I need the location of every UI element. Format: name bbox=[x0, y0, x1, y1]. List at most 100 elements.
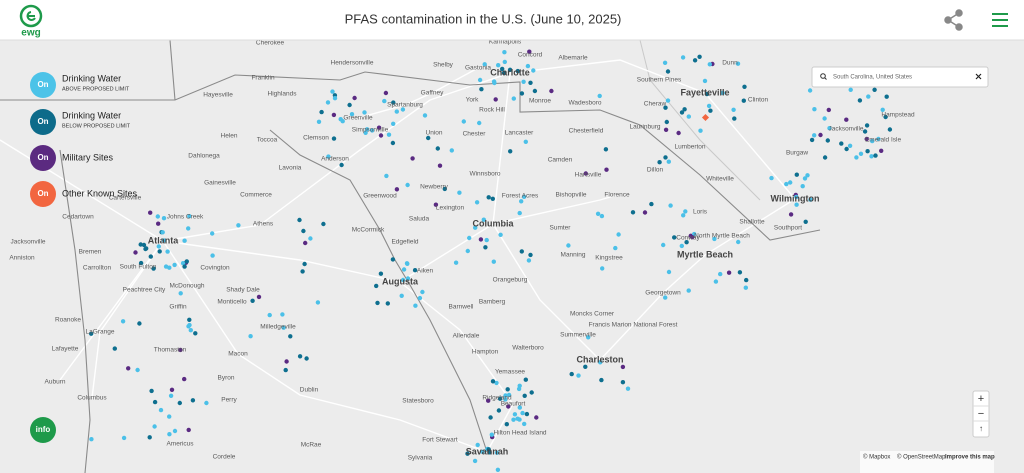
site-marker[interactable] bbox=[528, 80, 533, 86]
site-marker[interactable] bbox=[375, 300, 380, 306]
share-button[interactable] bbox=[944, 9, 963, 31]
site-marker[interactable] bbox=[630, 210, 636, 215]
site-marker[interactable] bbox=[400, 277, 406, 283]
site-marker[interactable] bbox=[420, 289, 425, 295]
attribution-mapbox[interactable]: © Mapbox bbox=[863, 454, 890, 461]
site-marker[interactable] bbox=[663, 105, 668, 110]
site-marker[interactable] bbox=[304, 356, 309, 361]
site-marker[interactable] bbox=[549, 88, 554, 94]
site-marker[interactable] bbox=[236, 223, 241, 228]
site-marker[interactable] bbox=[864, 136, 869, 142]
site-marker[interactable] bbox=[325, 100, 331, 105]
site-marker[interactable] bbox=[498, 232, 503, 237]
site-marker[interactable] bbox=[769, 175, 774, 181]
site-marker[interactable] bbox=[465, 248, 470, 254]
clear-search[interactable] bbox=[975, 73, 982, 80]
site-marker[interactable] bbox=[803, 219, 808, 224]
zoom-in[interactable]: + bbox=[978, 393, 984, 405]
site-marker[interactable] bbox=[642, 210, 648, 215]
site-marker[interactable] bbox=[417, 295, 423, 301]
site-marker[interactable] bbox=[520, 410, 525, 416]
site-marker[interactable] bbox=[319, 109, 324, 115]
site-marker[interactable] bbox=[250, 298, 255, 303]
site-marker[interactable] bbox=[178, 291, 183, 296]
site-marker[interactable] bbox=[187, 214, 192, 219]
site-marker[interactable] bbox=[672, 235, 677, 240]
site-marker[interactable] bbox=[704, 91, 710, 97]
site-marker[interactable] bbox=[805, 173, 810, 178]
site-marker[interactable] bbox=[825, 138, 830, 143]
site-marker[interactable] bbox=[661, 242, 666, 248]
site-marker[interactable] bbox=[794, 202, 799, 207]
site-marker[interactable] bbox=[151, 266, 156, 271]
site-marker[interactable] bbox=[156, 221, 161, 226]
site-marker[interactable] bbox=[435, 146, 440, 151]
site-marker[interactable] bbox=[496, 62, 501, 68]
site-marker[interactable] bbox=[413, 303, 418, 308]
site-marker[interactable] bbox=[267, 312, 272, 318]
site-marker[interactable] bbox=[405, 276, 411, 281]
site-marker[interactable] bbox=[283, 367, 288, 373]
site-marker[interactable] bbox=[794, 194, 799, 200]
site-marker[interactable] bbox=[284, 359, 289, 364]
site-marker[interactable] bbox=[507, 67, 513, 73]
site-marker[interactable] bbox=[477, 77, 483, 83]
site-marker[interactable] bbox=[479, 87, 484, 92]
site-marker[interactable] bbox=[599, 213, 605, 219]
site-marker[interactable] bbox=[569, 371, 574, 377]
site-marker[interactable] bbox=[472, 458, 478, 464]
site-marker[interactable] bbox=[433, 202, 439, 207]
site-marker[interactable] bbox=[679, 243, 684, 249]
site-marker[interactable] bbox=[529, 390, 534, 395]
site-marker[interactable] bbox=[680, 55, 686, 60]
site-marker[interactable] bbox=[490, 379, 496, 384]
site-marker[interactable] bbox=[690, 235, 695, 240]
site-marker[interactable] bbox=[731, 107, 736, 113]
site-marker[interactable] bbox=[187, 317, 192, 322]
attribution-osm[interactable]: © OpenStreetMap bbox=[897, 454, 946, 461]
site-marker[interactable] bbox=[486, 195, 491, 200]
site-marker[interactable] bbox=[210, 231, 215, 236]
site-marker[interactable] bbox=[517, 210, 522, 216]
site-marker[interactable] bbox=[489, 432, 494, 437]
site-marker[interactable] bbox=[494, 380, 499, 386]
site-marker[interactable] bbox=[332, 96, 338, 101]
site-marker[interactable] bbox=[186, 324, 191, 329]
site-marker[interactable] bbox=[161, 238, 167, 243]
zoom-out[interactable]: − bbox=[978, 408, 984, 420]
site-marker[interactable] bbox=[854, 155, 859, 160]
site-marker[interactable] bbox=[321, 221, 326, 227]
site-marker[interactable] bbox=[399, 293, 404, 298]
site-marker[interactable] bbox=[281, 325, 286, 330]
site-marker[interactable] bbox=[534, 415, 539, 420]
site-marker[interactable] bbox=[697, 54, 702, 59]
site-marker[interactable] bbox=[663, 127, 669, 132]
site-marker[interactable] bbox=[528, 252, 533, 258]
site-marker[interactable] bbox=[743, 285, 748, 290]
site-marker[interactable] bbox=[744, 277, 749, 283]
site-marker[interactable] bbox=[869, 154, 874, 159]
site-marker[interactable] bbox=[511, 96, 516, 101]
site-marker[interactable] bbox=[475, 442, 480, 448]
site-marker[interactable] bbox=[827, 126, 832, 131]
site-marker[interactable] bbox=[483, 245, 488, 250]
site-marker[interactable] bbox=[616, 232, 621, 237]
site-marker[interactable] bbox=[523, 139, 528, 144]
site-marker[interactable] bbox=[848, 87, 853, 93]
site-marker[interactable] bbox=[566, 243, 571, 248]
site-marker[interactable] bbox=[148, 254, 153, 259]
site-marker[interactable] bbox=[256, 294, 262, 300]
site-marker[interactable] bbox=[808, 197, 813, 202]
site-marker[interactable] bbox=[147, 435, 152, 440]
site-marker[interactable] bbox=[347, 102, 352, 108]
site-marker[interactable] bbox=[576, 373, 581, 378]
site-marker[interactable] bbox=[523, 377, 528, 382]
site-marker[interactable] bbox=[742, 84, 747, 90]
site-marker[interactable] bbox=[391, 100, 396, 105]
site-marker[interactable] bbox=[390, 140, 396, 146]
site-marker[interactable] bbox=[385, 301, 390, 306]
site-marker[interactable] bbox=[364, 127, 370, 132]
site-marker[interactable] bbox=[525, 63, 531, 69]
site-marker[interactable] bbox=[126, 366, 131, 371]
site-marker[interactable] bbox=[858, 151, 864, 156]
